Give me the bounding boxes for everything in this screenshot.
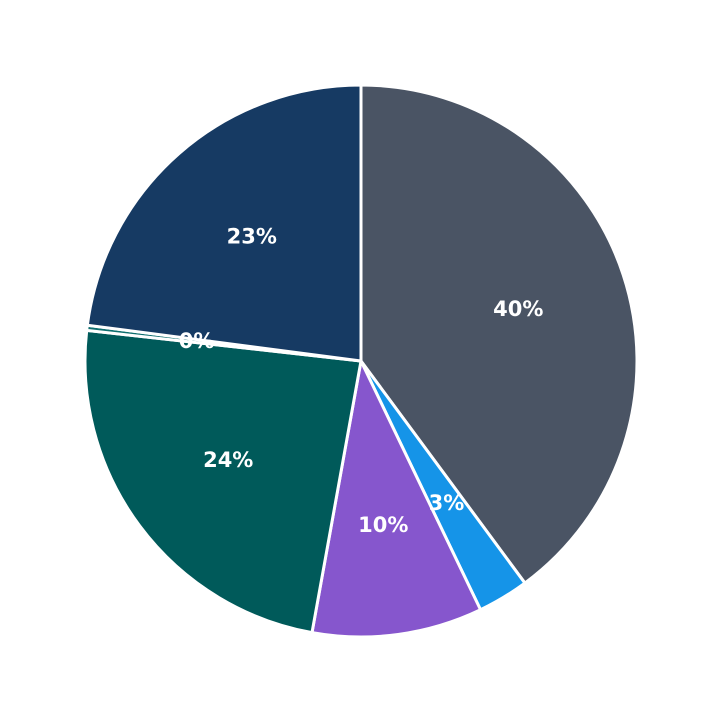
- slice-label: 23%: [227, 225, 277, 249]
- slice-label: 10%: [358, 513, 408, 537]
- pie-slices: [83, 83, 639, 639]
- slice-label: 24%: [203, 448, 253, 472]
- pie-slice: [310, 359, 483, 639]
- pie-slice: [85, 83, 363, 363]
- slice-label: 0%: [179, 329, 215, 353]
- pie-labels: 40% 3% 10% 24% 0% 23%: [179, 225, 544, 538]
- slice-label: 3%: [429, 491, 465, 515]
- slice-label: 40%: [493, 297, 543, 321]
- pie-slice: [359, 83, 639, 585]
- pie-slice: [83, 328, 363, 635]
